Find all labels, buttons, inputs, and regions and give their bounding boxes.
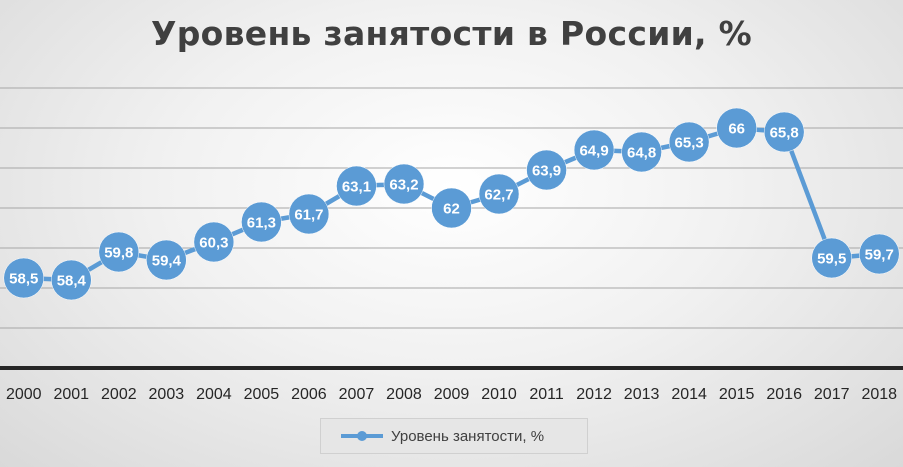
data-point: 62,7 — [478, 173, 520, 215]
data-point: 63,9 — [526, 149, 567, 191]
data-point: 60,3 — [193, 221, 235, 263]
x-tick-label: 2018 — [861, 386, 897, 403]
data-label: 61,7 — [294, 207, 323, 224]
data-label: 62 — [443, 201, 460, 218]
x-tick-label: 2011 — [529, 386, 564, 403]
data-point: 59,8 — [98, 231, 140, 273]
data-marker — [193, 221, 235, 263]
data-marker — [431, 187, 472, 229]
data-point: 59,7 — [858, 233, 900, 275]
data-label: 58,5 — [9, 271, 38, 288]
data-marker — [668, 121, 710, 163]
x-tick-label: 2015 — [719, 386, 755, 403]
data-point: 66 — [716, 107, 757, 149]
data-point: 63,2 — [383, 163, 425, 205]
data-label: 65,3 — [675, 135, 704, 152]
legend-label: Уровень занятости, % — [391, 427, 545, 445]
x-tick-label: 2008 — [386, 386, 422, 403]
x-tick-label: 2010 — [481, 386, 517, 403]
data-label: 63,1 — [342, 179, 371, 196]
data-marker — [811, 237, 852, 279]
x-tick-label: 2005 — [244, 386, 280, 403]
data-label: 59,7 — [865, 247, 894, 264]
x-tick-label: 2009 — [434, 386, 470, 403]
data-point: 62 — [431, 187, 472, 229]
chart-title: Уровень занятости в России, % — [150, 14, 753, 53]
data-label: 65,8 — [770, 125, 799, 142]
data-marker — [621, 131, 662, 173]
data-label: 64,8 — [627, 145, 656, 162]
legend-line-marker-icon — [341, 431, 383, 441]
data-point: 65,3 — [668, 121, 710, 163]
data-point: 64,8 — [621, 131, 662, 173]
x-tick-labels: 2000 2001 2002 2003 2004 2005 2006 2007 2008 2009… — [6, 386, 897, 403]
data-label: 66 — [728, 121, 745, 138]
x-tick-label: 2013 — [624, 386, 660, 403]
x-tick-label: 2001 — [53, 386, 89, 403]
data-marker — [716, 107, 757, 149]
x-tick-label: 2014 — [671, 386, 707, 403]
data-marker — [98, 231, 140, 273]
data-marker — [763, 111, 805, 153]
data-marker — [858, 233, 900, 275]
x-tick-label: 2000 — [6, 386, 42, 403]
data-point: 58,4 — [51, 259, 92, 301]
data-marker — [478, 173, 520, 215]
data-point: 59,5 — [811, 237, 852, 279]
data-label: 64,9 — [579, 143, 608, 160]
data-label: 61,3 — [247, 215, 276, 232]
data-label: 62,7 — [484, 187, 513, 204]
x-tick-label: 2016 — [766, 386, 802, 403]
data-point: 58,5 — [3, 257, 45, 299]
data-point: 59,4 — [146, 239, 187, 281]
data-label: 63,2 — [389, 177, 418, 194]
data-marker — [241, 201, 282, 243]
data-label: 59,8 — [104, 245, 133, 262]
data-point: 61,7 — [288, 193, 330, 235]
data-point: 63,1 — [336, 165, 377, 207]
data-point: 61,3 — [241, 201, 282, 243]
data-marker — [573, 129, 615, 171]
x-tick-label: 2007 — [339, 386, 375, 403]
data-marker — [383, 163, 425, 205]
x-tick-label: 2004 — [196, 386, 232, 403]
x-tick-label: 2012 — [576, 386, 612, 403]
data-label: 59,4 — [152, 253, 182, 270]
data-marker — [288, 193, 330, 235]
x-tick-label: 2003 — [149, 386, 185, 403]
data-label: 59,5 — [817, 251, 846, 268]
x-tick-label: 2017 — [814, 386, 850, 403]
x-tick-label: 2002 — [101, 386, 137, 403]
data-label: 63,9 — [532, 163, 561, 180]
data-marker — [146, 239, 187, 281]
data-point: 65,8 — [763, 111, 805, 153]
data-label: 60,3 — [199, 235, 228, 252]
legend: Уровень занятости, % — [320, 418, 588, 454]
data-marker — [526, 149, 567, 191]
data-marker — [3, 257, 45, 299]
data-label: 58,4 — [57, 273, 87, 290]
data-marker — [51, 259, 92, 301]
data-point: 64,9 — [573, 129, 615, 171]
x-tick-label: 2006 — [291, 386, 327, 403]
data-marker — [336, 165, 377, 207]
